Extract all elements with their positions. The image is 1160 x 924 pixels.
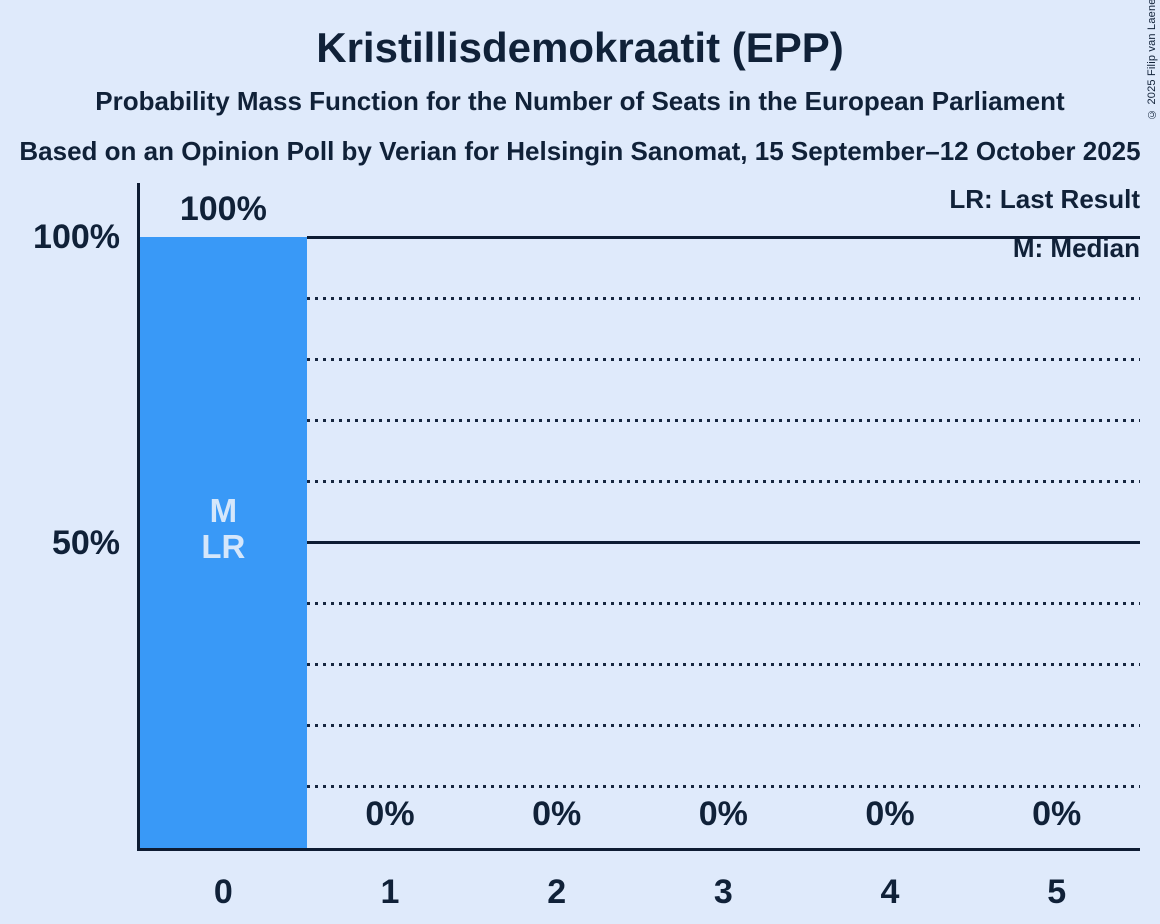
chart-source-line: Based on an Opinion Poll by Verian for H…	[19, 136, 1141, 166]
bar-annotation: M LR	[140, 493, 307, 565]
page-title: Kristillisdemokraatit (EPP)	[316, 24, 844, 71]
y-tick-50pct: 50%	[51, 523, 120, 562]
legend-last-result: LR: Last Result	[949, 184, 1140, 214]
gridline-50pct	[306, 541, 1140, 544]
gridline-60pct	[306, 479, 1140, 483]
x-tick-seats-3: 3	[713, 873, 733, 911]
bar-value-label: 0%	[532, 795, 582, 833]
bar-seats-0	[140, 237, 307, 848]
chart-subtitle: Probability Mass Function for the Number…	[95, 86, 1065, 116]
gridline-70pct	[306, 418, 1140, 422]
bar-value-label: 0%	[1032, 795, 1082, 833]
median-marker: M	[209, 492, 238, 529]
gridline-20pct	[306, 724, 1140, 728]
gridline-30pct	[306, 663, 1140, 667]
gridline-10pct	[306, 785, 1140, 789]
gridline-40pct	[306, 602, 1140, 606]
x-tick-seats-1: 1	[380, 873, 400, 911]
gridline-90pct	[306, 296, 1140, 300]
bar-value-label: 100%	[179, 190, 267, 228]
x-tick-seats-0: 0	[213, 873, 233, 911]
gridline-80pct	[306, 357, 1140, 361]
bar-value-label: 0%	[698, 795, 748, 833]
gridline-100pct	[306, 235, 1140, 239]
x-tick-seats-2: 2	[547, 873, 567, 911]
plot-area: 100% M LR 0% 0% 0% 0% 0%	[137, 183, 1140, 851]
bar-value-label: 0%	[365, 795, 415, 833]
x-tick-seats-5: 5	[1047, 873, 1067, 911]
bar-value-label: 0%	[865, 795, 915, 833]
x-tick-seats-4: 4	[880, 873, 900, 911]
y-tick-100pct: 100%	[33, 218, 120, 256]
last-result-marker: LR	[201, 528, 246, 565]
